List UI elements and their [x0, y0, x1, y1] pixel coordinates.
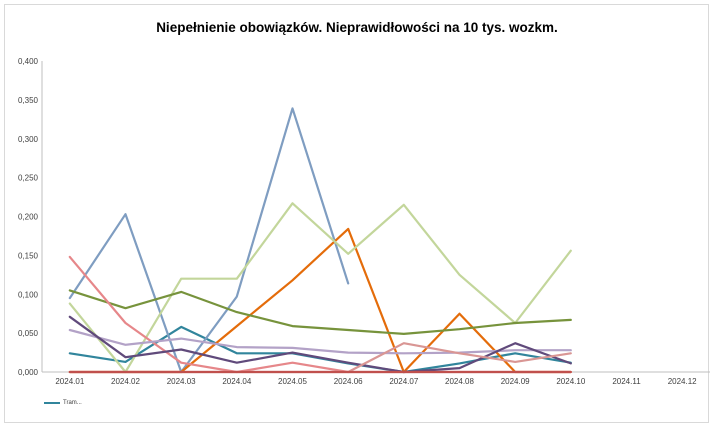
series-line-6 [68, 328, 572, 355]
x-tick-label: 2024.02 [111, 377, 140, 386]
x-tick-label: 2024.05 [278, 377, 307, 386]
y-tick-label: 0,150 [18, 251, 39, 260]
y-tick-label: 0,200 [18, 213, 39, 222]
x-tick-label: 2024.08 [445, 377, 474, 386]
x-tick-label: 2024.04 [222, 377, 251, 386]
legend-swatch [44, 402, 60, 404]
chart-title: Niepełnienie obowiązków. Nieprawidłowośc… [156, 20, 558, 35]
y-tick-label: 0,250 [18, 174, 39, 183]
x-tick-label: 2024.06 [334, 377, 363, 386]
series-line-1 [68, 107, 350, 374]
x-tick-label: 2024.03 [167, 377, 196, 386]
series-line-4 [68, 289, 572, 335]
series-line-3 [68, 202, 572, 374]
y-tick-label: 0,000 [18, 368, 39, 377]
y-tick-label: 0,350 [18, 96, 39, 105]
x-tick-label: 2024.01 [55, 377, 84, 386]
y-tick-label: 0,300 [18, 135, 39, 144]
series-line-7 [68, 315, 572, 374]
legend: Tram... [44, 400, 82, 406]
y-tick-label: 0,050 [18, 329, 39, 338]
x-tick-label: 2024.11 [612, 377, 641, 386]
legend-label: Tram... [63, 400, 82, 406]
y-tick-label: 0,100 [18, 290, 39, 299]
x-tick-label: 2024.07 [389, 377, 418, 386]
y-tick-label: 0,400 [18, 57, 39, 66]
x-tick-label: 2024.12 [668, 377, 697, 386]
x-tick-label: 2024.10 [556, 377, 585, 386]
x-tick-label: 2024.09 [501, 377, 530, 386]
